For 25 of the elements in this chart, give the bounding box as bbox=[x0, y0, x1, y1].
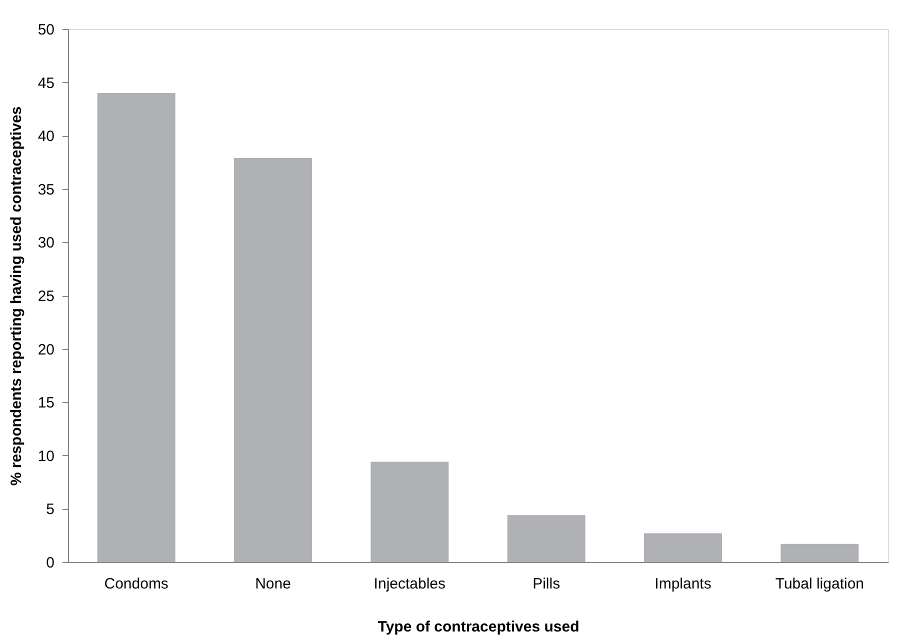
x-tick-label: Injectables bbox=[374, 576, 446, 592]
x-tick-label: Condoms bbox=[104, 576, 168, 592]
y-tick-label: 20 bbox=[38, 341, 54, 358]
bar bbox=[97, 92, 176, 562]
x-tick-label: Implants bbox=[654, 576, 712, 592]
bar bbox=[644, 533, 722, 562]
x-tick-label: None bbox=[255, 576, 291, 592]
y-tick-label: 50 bbox=[38, 22, 54, 38]
y-tick-label: 5 bbox=[46, 501, 54, 518]
y-tick-label: 10 bbox=[38, 448, 54, 465]
x-tick-label: Pills bbox=[532, 576, 560, 592]
y-tick-label: 25 bbox=[38, 288, 54, 305]
x-tick-label: Tubal ligation bbox=[775, 576, 864, 592]
bar bbox=[780, 544, 859, 562]
bar bbox=[370, 462, 449, 562]
y-tick-label: 30 bbox=[38, 234, 54, 252]
y-tick-label: 40 bbox=[38, 128, 54, 146]
bar bbox=[234, 158, 312, 562]
y-tick-label: 45 bbox=[38, 74, 54, 92]
bar bbox=[507, 515, 586, 562]
y-tick-label: 35 bbox=[38, 181, 54, 198]
y-tick-label: 0 bbox=[46, 554, 54, 572]
x-axis-title: Type of contraceptives used bbox=[378, 618, 580, 636]
y-axis-title: % respondents reporting having used contraceptives bbox=[8, 106, 25, 486]
y-tick-label: 15 bbox=[38, 394, 54, 412]
